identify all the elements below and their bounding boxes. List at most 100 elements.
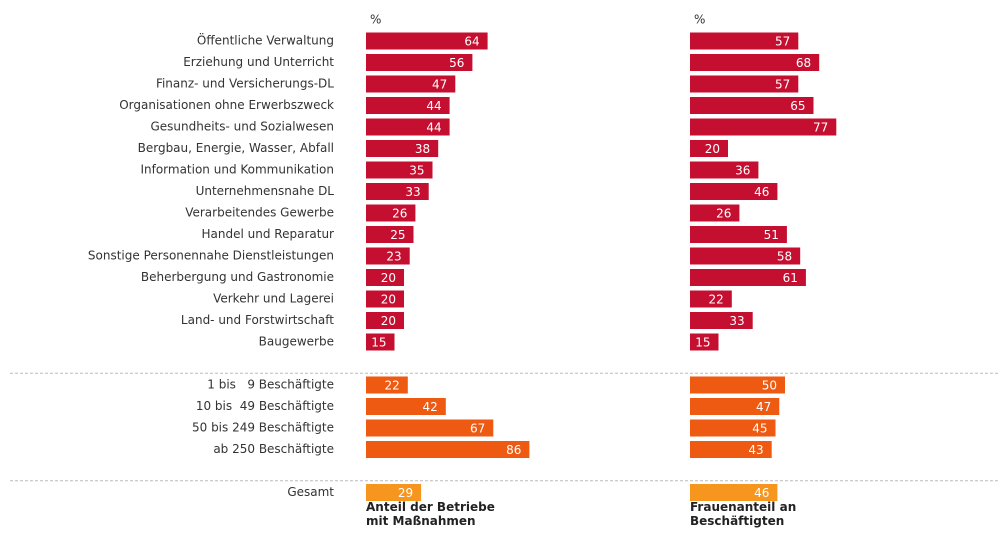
bar [690,419,776,437]
category-label: Unternehmensnahe DL [196,184,335,198]
category-label: Sonstige Personennahe Dienstleistungen [88,249,334,263]
bar [366,140,439,157]
value-label: 22 [385,379,400,393]
bar [690,140,728,157]
series-name: Anteil der Betriebe mit Maßnahmen [366,500,495,528]
value-label: 20 [381,271,396,285]
category-label: Verarbeitendes Gewerbe [185,206,334,220]
value-label: 56 [449,56,464,70]
bar [690,204,740,222]
value-label: 25 [390,228,405,242]
bar [366,75,456,93]
bar [366,441,530,458]
bar [690,333,719,351]
category-label: Erziehung und Unterricht [183,55,334,69]
category-label: Gesamt [287,485,334,499]
value-label: 15 [371,336,386,350]
bar [366,161,433,179]
value-label: 57 [775,35,790,49]
category-label: Gesundheits- und Sozialwesen [150,120,334,134]
category-label: ab 250 Beschäftigte [213,442,334,456]
value-label: 22 [709,293,724,307]
bar [690,183,778,200]
value-label: 33 [729,314,744,328]
value-label: 26 [392,207,407,221]
category-label: Organisationen ohne Erwerbszweck [119,98,334,112]
bar [690,441,772,458]
bar [366,290,404,308]
category-label: Information und Kommunikation [140,163,334,177]
bar [366,32,488,50]
bar [366,419,494,437]
bar [690,247,801,265]
category-label: 50 bis 249 Beschäftigte [192,421,334,435]
value-label: 68 [796,56,811,70]
value-label: 61 [783,271,798,285]
bar [690,54,820,71]
value-label: 38 [415,142,430,156]
bar [366,204,416,222]
category-label: 1 bis 9 Beschäftigte [207,378,334,392]
value-label: 44 [426,99,441,113]
category-label: Baugewerbe [259,335,334,349]
series-name: Frauenanteil an Beschäftigten [690,500,797,528]
category-label: Handel und Reparatur [202,227,335,241]
value-label: 77 [813,121,828,135]
category-label: Öffentliche Verwaltung [197,32,334,48]
value-label: 43 [748,443,763,457]
value-label: 33 [405,185,420,199]
category-label: 10 bis 49 Beschäftigte [196,399,334,413]
bar [690,32,799,50]
bar [690,312,753,329]
value-label: 46 [754,486,769,500]
value-label: 29 [398,486,413,500]
bar [366,376,408,394]
bar [690,97,814,114]
value-label: 35 [409,164,424,178]
unit-label: % [694,13,705,27]
bar [690,226,787,243]
category-label: Land- und Forstwirtschaft [181,313,334,327]
value-label: 64 [464,35,479,49]
value-label: 36 [735,164,750,178]
category-label: Verkehr und Lagerei [213,292,334,306]
value-label: 50 [762,379,777,393]
bar [690,398,780,415]
bar [366,398,446,415]
bar [690,75,799,93]
bar [690,269,806,286]
value-label: 23 [386,250,401,264]
bar [690,290,732,308]
value-label: 51 [764,228,779,242]
bar [366,118,450,136]
value-label: 20 [381,293,396,307]
category-label: Beherbergung und Gastronomie [141,270,334,284]
bar [366,247,410,265]
value-label: 45 [752,422,767,436]
value-label: 46 [754,185,769,199]
value-label: 44 [426,121,441,135]
bar [366,97,450,114]
bar [690,484,778,501]
value-label: 26 [716,207,731,221]
bar [366,333,395,351]
value-label: 47 [756,400,771,414]
bar [366,312,404,329]
value-label: 15 [695,336,710,350]
bar [690,118,837,136]
value-label: 47 [432,78,447,92]
unit-label: % [370,13,381,27]
bar [366,226,414,243]
value-label: 86 [506,443,521,457]
value-label: 67 [470,422,485,436]
bar [366,183,429,200]
bar [690,161,759,179]
bar [366,269,404,286]
bar [366,54,473,71]
value-label: 42 [423,400,438,414]
value-label: 57 [775,78,790,92]
value-label: 58 [777,250,792,264]
value-label: 65 [790,99,805,113]
